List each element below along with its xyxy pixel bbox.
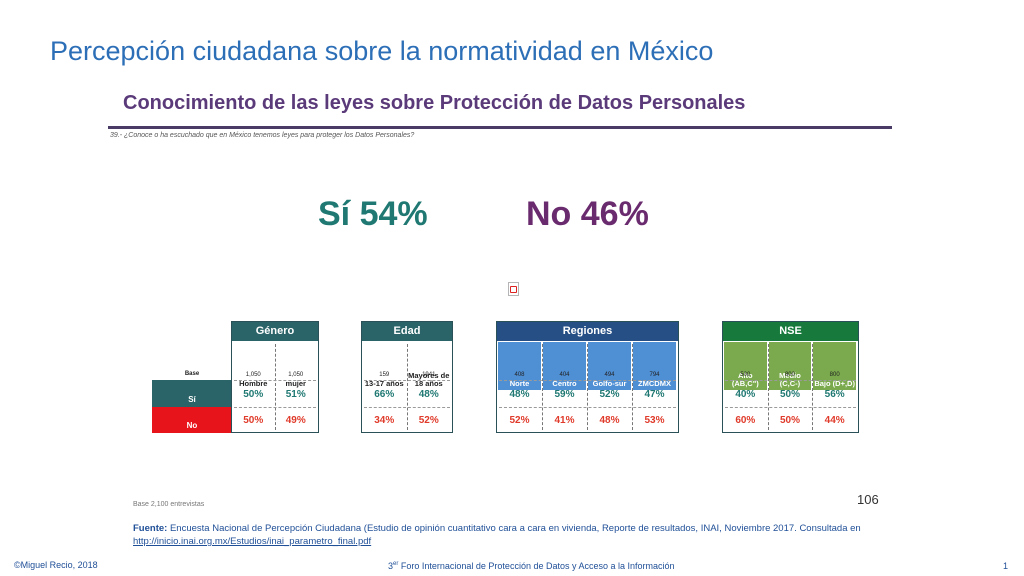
- panel-title: Género: [232, 322, 318, 341]
- column-divider: [274, 344, 276, 430]
- panel-title: Edad: [362, 322, 452, 341]
- forum-ordinal-suffix: er: [393, 561, 399, 567]
- pdf-icon[interactable]: [508, 282, 519, 296]
- base-value: 404: [559, 372, 570, 378]
- column-header: Hombre: [239, 379, 268, 389]
- value-si: 66%: [374, 389, 395, 400]
- source-note: Fuente: Encuesta Nacional de Percepción …: [133, 523, 893, 549]
- panel-1: Edad 13-17 años 159 66% 34% Mayores de 18 año…: [361, 321, 453, 433]
- row-divider: [499, 380, 676, 381]
- base-value: 408: [514, 372, 525, 378]
- source-link[interactable]: http://inicio.inai.org.mx/Estudios/inai_…: [133, 535, 372, 547]
- column-header: Alto (AB,C"): [724, 342, 767, 390]
- column-header: Mayores de 18 años: [408, 371, 450, 389]
- column-header: Medio (C,C-): [768, 342, 812, 390]
- column-divider: [406, 344, 408, 430]
- row-label-si: Sí: [152, 380, 232, 407]
- value-si: 51%: [285, 389, 306, 400]
- column-divider: [587, 344, 588, 430]
- column-header: Bajo (D+,D): [813, 342, 856, 390]
- base-value: 794: [649, 372, 660, 378]
- copyright: ©Miguel Recio, 2018: [14, 560, 98, 570]
- value-si: 40%: [735, 389, 756, 400]
- row-label-no: No: [152, 407, 232, 433]
- base-value: 1,050: [245, 372, 261, 378]
- column-header: Norte: [498, 342, 541, 390]
- value-no: 53%: [644, 415, 665, 426]
- row-divider: [234, 380, 316, 381]
- base-value: 1,050: [288, 372, 304, 378]
- base-note: Base 2,100 entrevistas: [133, 501, 205, 508]
- row-divider: [364, 380, 450, 381]
- forum-footer: 3er Foro Internacional de Protección de …: [388, 561, 675, 571]
- value-no: 50%: [243, 415, 264, 426]
- value-no: 50%: [779, 415, 800, 426]
- value-si: 48%: [418, 389, 439, 400]
- forum-ordinal: 3: [388, 561, 394, 571]
- chart-subtitle: Conocimiento de las leyes sobre Protecci…: [123, 92, 746, 114]
- value-si: 52%: [599, 389, 620, 400]
- column-header: Centro: [543, 342, 586, 390]
- panel-0: Género Hombre 1,050 50% 50% mujer 1,050 51% 49%: [231, 321, 319, 433]
- headline-si: Sí 54%: [318, 195, 428, 233]
- panel-title: NSE: [723, 322, 858, 341]
- source-text: Encuesta Nacional de Percepción Ciudadan…: [169, 523, 861, 534]
- panel-3: NSE Alto (AB,C") 500 40% 60% Medio (C,C-) 800 5…: [722, 321, 859, 433]
- base-value: 500: [740, 372, 751, 378]
- base-value: 1941: [422, 372, 436, 378]
- value-no: 41%: [554, 415, 575, 426]
- column-header: 13-17 años: [364, 379, 404, 389]
- value-no: 49%: [285, 415, 306, 426]
- base-value: 159: [379, 372, 390, 378]
- value-no: 52%: [509, 415, 530, 426]
- column-divider: [632, 344, 633, 430]
- column-divider: [542, 344, 543, 430]
- report-page-number: 106: [857, 492, 879, 507]
- forum-name: Foro Internacional de Protección de Dato…: [400, 561, 675, 571]
- value-no: 52%: [418, 415, 439, 426]
- headline-no: No 46%: [526, 195, 649, 233]
- column-header: mujer: [285, 379, 306, 389]
- panel-2: Regiones Norte 408 48% 52% Centro 404 59% 41% Gol…: [496, 321, 679, 433]
- column-divider: [767, 344, 769, 430]
- source-label: Fuente:: [133, 523, 168, 534]
- row-divider: [725, 407, 856, 408]
- base-value: 800: [784, 372, 795, 378]
- value-si: 59%: [554, 389, 575, 400]
- column-header: Golfo-sur: [588, 342, 631, 390]
- column-divider: [812, 344, 814, 430]
- row-divider: [234, 407, 316, 408]
- value-si: 50%: [779, 389, 800, 400]
- value-no: 34%: [374, 415, 395, 426]
- value-no: 48%: [599, 415, 620, 426]
- panel-title: Regiones: [497, 322, 678, 341]
- survey-question: 39.- ¿Conoce o ha escuchado que en Méxic…: [110, 132, 415, 139]
- value-si: 50%: [243, 389, 264, 400]
- base-value: 800: [829, 372, 840, 378]
- value-no: 60%: [735, 415, 756, 426]
- value-si: 48%: [509, 389, 530, 400]
- value-no: 44%: [824, 415, 845, 426]
- row-divider: [725, 380, 856, 381]
- slide-number: 1: [1003, 561, 1009, 571]
- slide-title: Percepción ciudadana sobre la normativid…: [50, 36, 714, 66]
- row-divider: [364, 407, 450, 408]
- row-label-base: Base: [184, 371, 200, 377]
- value-si: 47%: [644, 389, 665, 400]
- column-header: ZMCDMX: [633, 342, 676, 390]
- title-rule: [108, 126, 892, 129]
- value-si: 56%: [824, 389, 845, 400]
- base-value: 494: [604, 372, 615, 378]
- row-divider: [499, 407, 676, 408]
